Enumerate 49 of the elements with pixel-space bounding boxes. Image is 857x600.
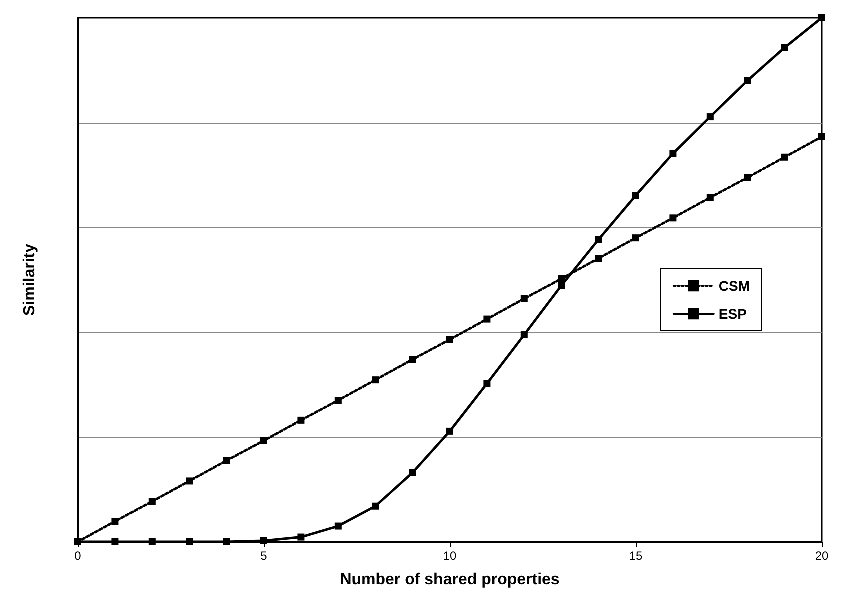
point xyxy=(112,518,119,526)
point xyxy=(372,502,380,510)
point xyxy=(223,457,230,464)
x-tick-label: 15 xyxy=(629,549,643,563)
point xyxy=(706,194,714,202)
point xyxy=(484,316,491,323)
point xyxy=(781,154,788,161)
point xyxy=(595,236,602,244)
point xyxy=(558,275,566,282)
point xyxy=(409,356,416,364)
point xyxy=(334,397,342,404)
x-tick-label: 20 xyxy=(815,549,829,563)
y-axis-title: Similarity xyxy=(22,244,38,316)
point xyxy=(632,192,640,200)
point xyxy=(520,295,528,302)
point xyxy=(186,538,194,546)
point xyxy=(148,538,156,546)
point xyxy=(744,77,752,84)
point xyxy=(520,332,528,339)
x-axis-title: Number of shared properties xyxy=(340,572,560,588)
point xyxy=(372,376,380,384)
point xyxy=(595,255,602,262)
x-tick-label: 0 xyxy=(74,549,82,563)
point xyxy=(298,416,305,424)
point xyxy=(558,282,566,290)
point xyxy=(632,234,640,242)
point xyxy=(670,150,677,158)
point xyxy=(446,428,454,435)
point xyxy=(334,522,342,530)
legend-label: ESP xyxy=(718,306,747,322)
point xyxy=(484,380,491,388)
point xyxy=(446,336,454,344)
point xyxy=(260,537,268,544)
point xyxy=(298,534,305,541)
x-tick-label: 10 xyxy=(443,549,457,563)
point xyxy=(186,478,194,485)
point xyxy=(706,114,714,121)
point xyxy=(818,14,826,22)
point xyxy=(260,437,268,444)
point xyxy=(148,498,156,506)
point xyxy=(223,538,230,546)
point xyxy=(744,174,752,182)
point xyxy=(112,538,119,546)
legend-label: CSM xyxy=(718,278,750,294)
point xyxy=(781,44,788,52)
point xyxy=(818,133,826,140)
point xyxy=(670,214,677,222)
point xyxy=(409,469,416,476)
x-tick-label: 5 xyxy=(260,549,268,563)
